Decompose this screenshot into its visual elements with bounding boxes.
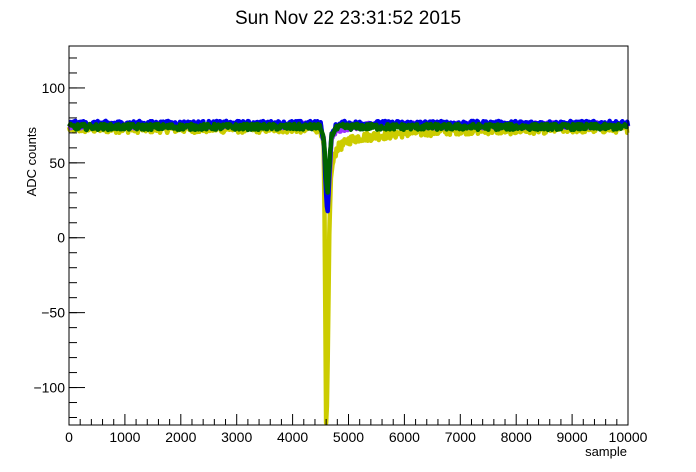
y-tick-label: −100 xyxy=(33,380,65,396)
x-tick-label: 4000 xyxy=(277,429,308,445)
x-axis-title: sample xyxy=(585,444,627,459)
x-tick-label: 9000 xyxy=(557,429,588,445)
x-axis: 0 1000 2000 3000 4000 5000 6000 7000 8000 9000 100… xyxy=(65,414,648,445)
y-tick-label: 100 xyxy=(42,80,66,96)
y-axis-title: ADC counts xyxy=(24,127,39,197)
x-tick-label: 0 xyxy=(65,429,73,445)
y-tick-label: 0 xyxy=(57,230,65,246)
x-tick-label: 1000 xyxy=(109,429,140,445)
x-tick-label: 7000 xyxy=(445,429,476,445)
y-tick-label: 50 xyxy=(49,155,65,171)
x-tick-label: 3000 xyxy=(221,429,252,445)
x-tick-label: 2000 xyxy=(165,429,196,445)
y-tick-label: −50 xyxy=(41,305,65,321)
series-line xyxy=(67,121,630,195)
series-layer xyxy=(66,118,631,426)
plot-frame xyxy=(68,45,629,426)
x-tick-label: 5000 xyxy=(333,429,364,445)
x-tick-label: 10000 xyxy=(609,429,648,445)
x-tick-label: 8000 xyxy=(501,429,532,445)
chart-title: Sun Nov 22 23:31:52 2015 xyxy=(235,8,461,29)
series-line xyxy=(66,121,630,426)
y-axis: −100 −50 0 50 100 xyxy=(33,57,85,419)
x-tick-label: 6000 xyxy=(389,429,420,445)
